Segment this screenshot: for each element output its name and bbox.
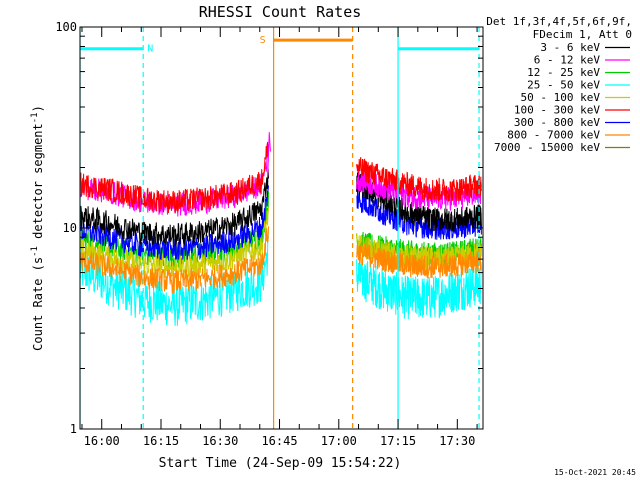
- legend-label-6: 300 - 800 keV: [514, 116, 600, 129]
- x-tick-label: 16:00: [84, 434, 120, 448]
- legend-label-2: 12 - 25 keV: [527, 66, 600, 79]
- legend-label-4: 50 - 100 keV: [521, 91, 601, 104]
- y-tick-label: 1: [70, 422, 77, 436]
- series-line-800-7000kev: [356, 242, 482, 279]
- y-label-sup2: -1: [30, 112, 40, 123]
- legend-label-1: 6 - 12 keV: [534, 54, 601, 67]
- legend-label-0: 3 - 6 keV: [540, 41, 600, 54]
- legend-label-7: 800 - 7000 keV: [507, 129, 600, 142]
- night-bar-label: N: [147, 44, 153, 55]
- y-label-sup1: -1: [30, 246, 40, 257]
- series-line-25-50kev: [356, 256, 482, 320]
- legend: Det 1f,3f,4f,5f,6f,9f, FDecim 1, Att 0 3…: [486, 15, 632, 154]
- series-line-800-7000kev: [80, 226, 269, 294]
- saa-bar-label: S: [260, 35, 266, 46]
- series-group: [80, 27, 482, 429]
- legend-header-line-1: Det 1f,3f,4f,5f,6f,9f,: [486, 15, 632, 28]
- series-line-100-300kev: [356, 157, 482, 202]
- x-tick-label: 17:15: [380, 434, 416, 448]
- chart-title: RHESSI Count Rates: [199, 3, 362, 21]
- x-tick-label: 17:30: [439, 434, 475, 448]
- x-tick-label: 16:45: [261, 434, 297, 448]
- y-tick-label: 100: [55, 20, 77, 34]
- legend-label-8: 7000 - 15000 keV: [494, 141, 600, 154]
- x-tick-label: 16:15: [143, 434, 179, 448]
- y-label-main: Count Rate (s: [31, 257, 45, 351]
- series-line-300-800kev: [80, 185, 269, 261]
- legend-label-3: 25 - 50 keV: [527, 79, 600, 92]
- flare-spike: [267, 132, 271, 177]
- series-line-100-300kev: [80, 141, 269, 214]
- series-line-3-6kev: [80, 167, 269, 247]
- axes: 1 10 100 16:00 16:15 16:30 16:45 17:00 17:15 17:3…: [55, 20, 484, 448]
- legend-label-5: 100 - 300 keV: [514, 104, 600, 117]
- y-axis-label: Count Rate (s-1 detector segment-1): [30, 105, 45, 351]
- y-label-mid: detector segment: [31, 123, 45, 246]
- legend-header-line-2: FDecim 1, Att 0: [533, 28, 632, 41]
- x-tick-label: 17:00: [321, 434, 357, 448]
- y-tick-label: 10: [63, 221, 77, 235]
- x-tick-label: 16:30: [202, 434, 238, 448]
- footer-date: 15-Oct-2021 20:45: [554, 468, 636, 477]
- series-line-50-100kev: [80, 206, 269, 279]
- x-axis-label: Start Time (24-Sep-09 15:54:22): [159, 456, 402, 471]
- y-label-end: ): [31, 105, 45, 112]
- plot-area: NS: [80, 27, 482, 429]
